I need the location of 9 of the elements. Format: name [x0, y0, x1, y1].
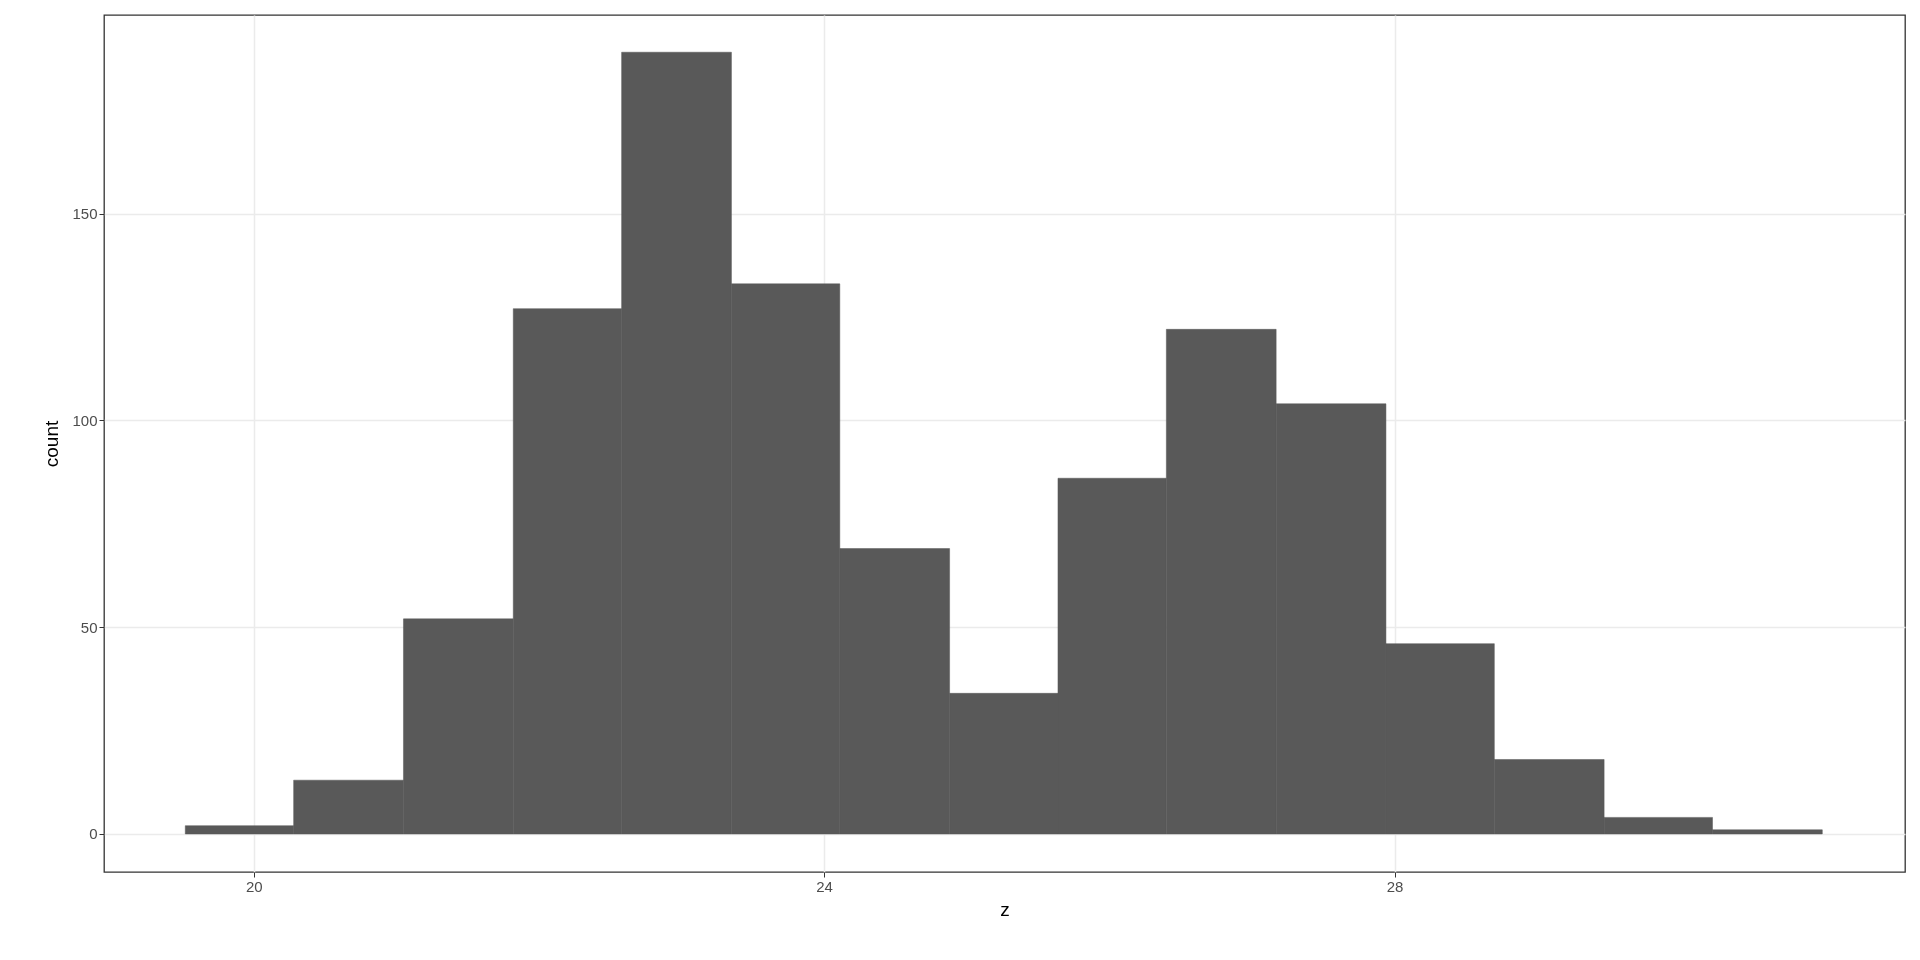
- y-tick-label: 0: [89, 825, 98, 843]
- y-axis-title: count: [41, 420, 63, 468]
- y-tick-label: 150: [72, 205, 98, 223]
- y-tick-label: 50: [80, 618, 98, 636]
- x-tick-label: 24: [816, 877, 833, 895]
- y-tick-label: 100: [72, 411, 98, 429]
- x-axis-title: z: [1000, 898, 1010, 920]
- x-tick-label: 20: [245, 877, 263, 895]
- x-tick-label: 28: [1386, 877, 1404, 895]
